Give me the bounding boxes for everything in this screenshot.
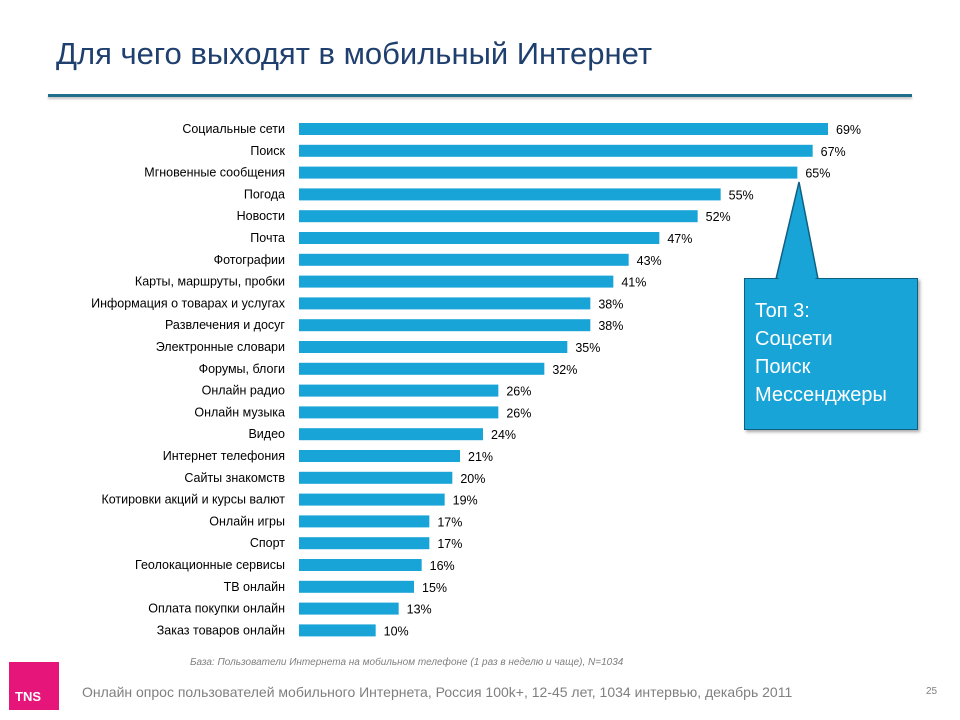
bar-7 [299,253,629,266]
bar-18 [299,493,445,506]
value-label: 32% [552,363,577,377]
value-label: 19% [453,494,478,508]
category-label: Погода [244,187,285,201]
page-title: Для чего выходят в мобильный Интернет [56,36,653,71]
tns-logo: TNS [9,662,59,710]
bar-2 [299,144,813,157]
value-label: 38% [598,297,623,311]
category-label: Спорт [250,536,285,550]
bar-6 [299,232,660,244]
base-note: База: Пользователи Интернета на мобильно… [190,657,624,668]
bar-13 [299,384,499,397]
bar-8 [299,275,614,288]
bar-14 [299,406,499,419]
bar-5 [299,210,698,223]
bar-10 [299,319,591,332]
category-label: Форумы, блоги [199,362,285,376]
value-label: 43% [637,254,662,268]
bar-chart: Социальные сети 69% Поиск 67% Мгновенные соо… [91,122,861,638]
bar-9 [299,297,591,310]
category-label: Электронные словари [156,340,285,354]
value-label: 16% [430,559,455,573]
value-label: 47% [667,232,692,246]
value-label: 65% [805,167,830,181]
callout-line-3: Поиск [755,356,811,378]
bar-17 [299,471,453,484]
value-label: 10% [384,624,409,638]
page-number: 25 [926,686,938,697]
value-label: 15% [422,581,447,595]
category-label: Видео [248,427,285,441]
callout-line-1: Топ 3: [755,300,810,322]
bar-22 [299,580,414,593]
category-label: Онлайн игры [209,514,285,528]
category-label: Фотографии [214,253,285,267]
category-label: Онлайн музыка [194,405,285,419]
value-label: 35% [575,341,600,355]
bar-15 [299,428,483,441]
category-label: Заказ товаров онлайн [157,623,285,637]
category-label: Мгновенные сообщения [144,166,285,180]
value-label: 41% [621,276,646,290]
title-divider [48,94,912,97]
bar-11 [299,341,568,353]
value-label: 13% [407,603,432,617]
bar-4 [299,188,721,201]
bar-20 [299,537,430,550]
logo-text: TNS [15,689,41,704]
category-label: Геолокационные сервисы [135,558,285,572]
category-label: Развлечения и досуг [165,318,285,332]
callout-line-4: Мессенджеры [755,384,887,406]
bar-12 [299,362,545,375]
callout-line-2: Соцсети [755,328,833,350]
value-label: 52% [706,210,731,224]
value-label: 55% [729,188,754,202]
footer-source: Онлайн опрос пользователей мобильного Ин… [82,684,793,700]
value-label: 20% [460,472,485,486]
value-label: 17% [437,515,462,529]
bar-23 [299,602,399,615]
bar-1 [299,123,828,135]
category-label: Котировки акций и курсы валют [101,493,285,507]
bar-3 [299,166,798,179]
category-label: Сайты знакомств [184,471,285,485]
value-label: 67% [821,145,846,159]
category-label: Онлайн радио [202,384,285,398]
category-label: Информация о товарах и услугах [91,296,286,310]
value-label: 21% [468,450,493,464]
category-label: Интернет телефония [163,449,285,463]
bar-19 [299,515,430,528]
category-label: Оплата покупки онлайн [148,602,285,616]
bar-24 [299,624,376,637]
value-label: 24% [491,428,516,442]
category-label: Новости [237,209,285,223]
value-label: 26% [506,406,531,420]
value-label: 26% [506,385,531,399]
category-label: ТВ онлайн [224,580,286,594]
value-label: 69% [836,123,861,137]
category-label: Поиск [250,144,285,158]
bar-16 [299,450,460,462]
bar-21 [299,559,422,571]
category-label: Социальные сети [182,122,285,136]
value-label: 17% [437,537,462,551]
category-label: Карты, маршруты, пробки [135,275,285,289]
category-label: Почта [250,231,285,245]
top3-callout: Топ 3: Соцсети Поиск Мессенджеры [744,278,918,430]
value-label: 38% [598,319,623,333]
